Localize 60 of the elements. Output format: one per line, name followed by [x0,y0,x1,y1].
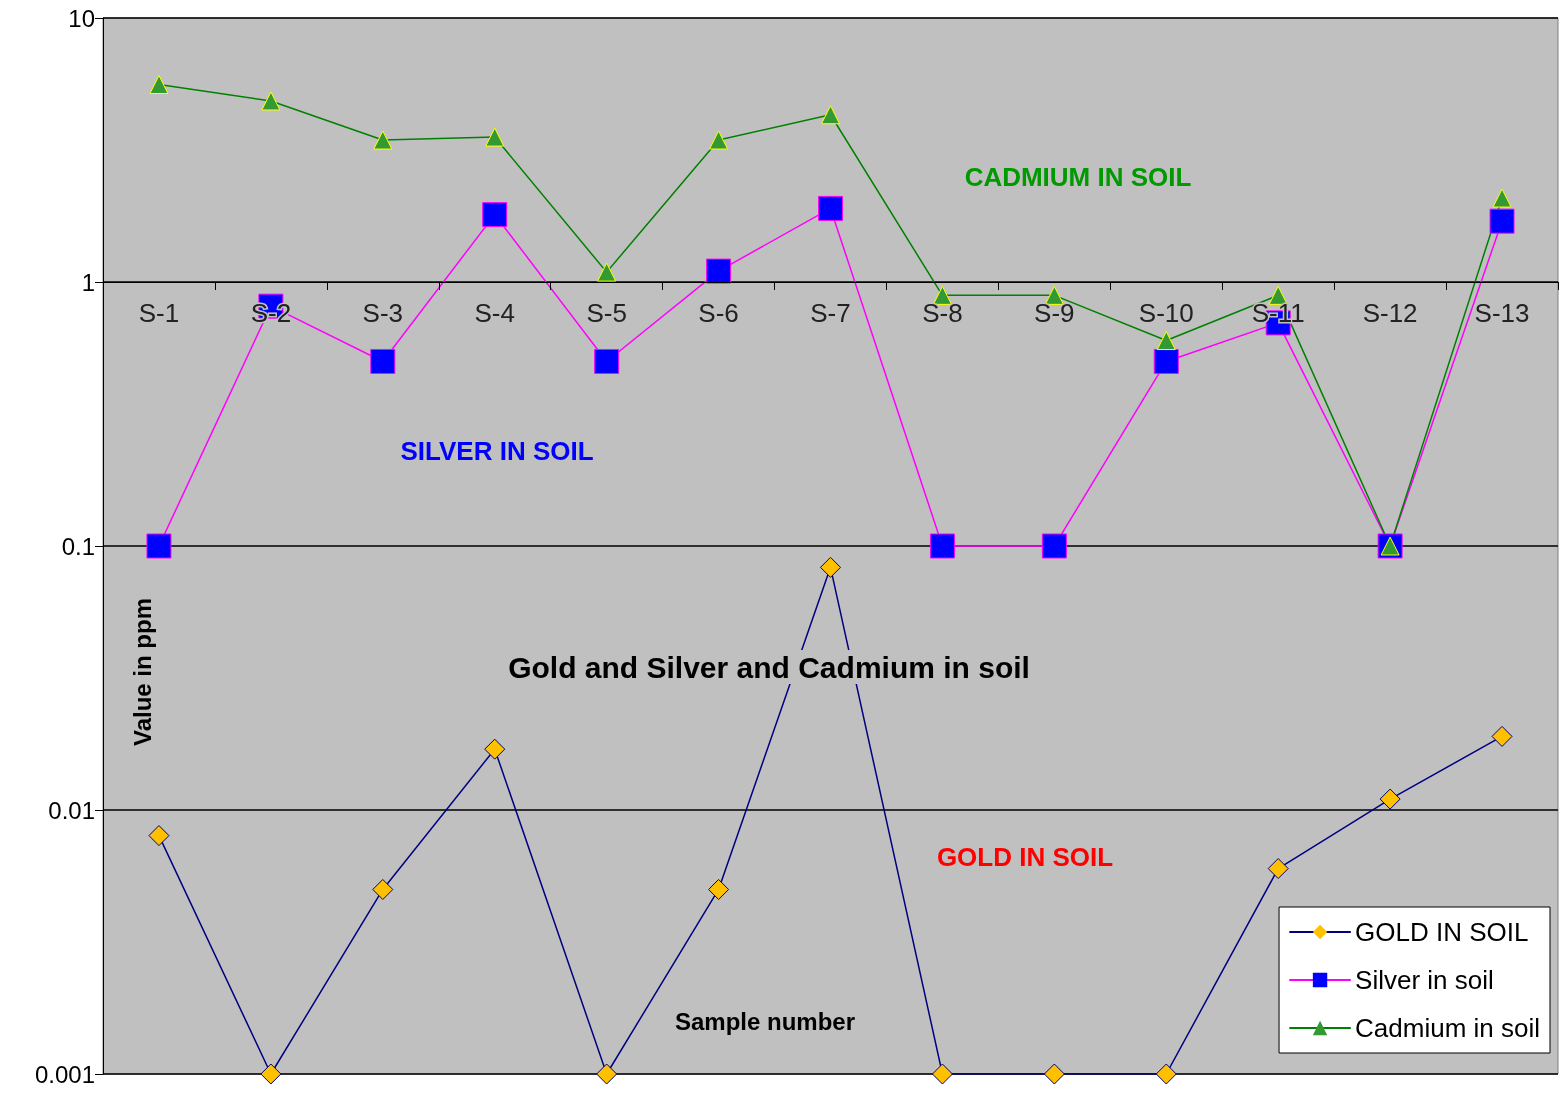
point [484,738,506,760]
annotation: GOLD IN SOIL [936,842,1114,872]
x-tick-label: S-2 [250,298,292,328]
point [1156,331,1176,351]
point [820,556,841,578]
x-tick-label: S-9 [1034,298,1075,328]
y-axis-title: Value in ppm [128,597,156,747]
point [596,1063,618,1085]
point [146,533,172,559]
point [929,533,955,559]
point [1379,788,1401,810]
point [1489,208,1515,234]
point [708,878,730,900]
point [149,74,169,94]
point [148,825,170,847]
annotation: SILVER IN SOIL [400,436,594,466]
x-tick-label: S-4 [474,298,515,328]
point [1267,858,1289,880]
point [1492,188,1512,208]
y-tick-label: 0.1 [61,532,95,560]
point [1153,348,1179,374]
point [1155,1063,1177,1085]
x-tick-label: S-12 [1362,298,1418,328]
point [818,195,843,221]
x-tick-label: S-13 [1474,298,1530,328]
point [1491,725,1513,747]
point [1041,533,1067,559]
x-tick-label: S-10 [1138,298,1194,328]
x-tick-label: S-5 [586,298,627,328]
point [370,348,396,374]
point [372,878,394,900]
point [931,1063,953,1085]
point [260,1063,282,1085]
point [485,127,505,147]
x-tick-label: S-3 [362,298,404,328]
annotation: CADMIUM IN SOIL [964,162,1192,192]
point [1043,1063,1065,1085]
y-tick-label: 1 [81,268,95,296]
y-tick-label: 0.01 [48,796,95,824]
text: Gold and Silver and Cadmium in soil [508,650,1030,684]
x-tick-label: S-7 [810,298,851,328]
y-tick-label: 10 [68,4,95,32]
x-tick-label: S-8 [922,298,963,328]
point [597,262,617,282]
legend-label: GOLD IN SOIL [1355,917,1529,947]
point [482,202,508,228]
y-tick-label: 0.001 [34,1060,95,1088]
x-tick-label: S-1 [138,298,180,328]
point [706,258,732,284]
point [821,105,840,125]
x-tick-label: S-6 [698,298,739,328]
x-axis-title: Sample number [675,1007,856,1035]
point [373,130,393,150]
point [1044,285,1064,305]
point [261,91,281,111]
point [709,130,729,150]
legend-label: Cadmium in soil [1355,1013,1541,1043]
legend-label: Silver in soil [1355,965,1494,995]
point [932,285,952,305]
point [594,348,620,374]
